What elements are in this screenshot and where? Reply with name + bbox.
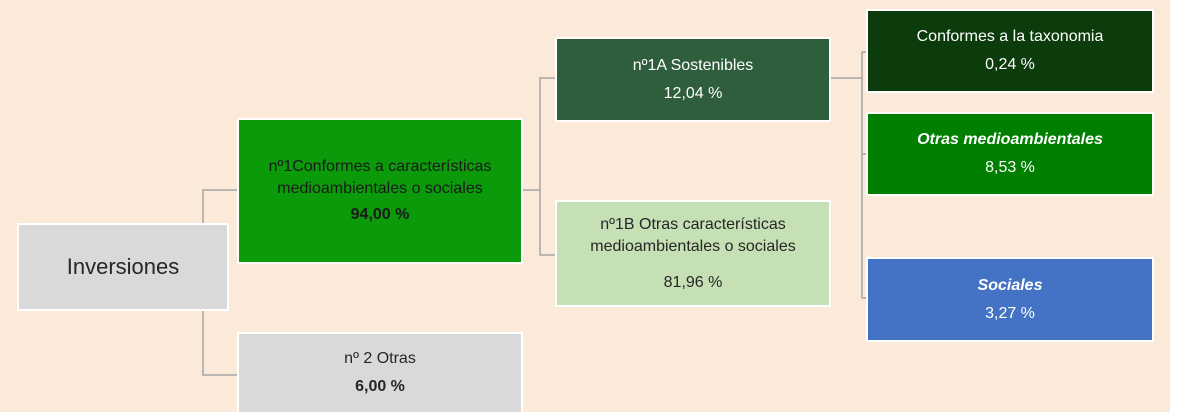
node-label: nº1B Otras características: [600, 215, 786, 233]
node: nº1B Otras características medioambienta…: [555, 200, 831, 307]
node-label: Sociales: [977, 276, 1043, 294]
node-value: 81,96 %: [663, 273, 723, 291]
node-label: nº1Conformes a características: [268, 158, 492, 175]
node: nº1A Sostenibles 12,04 %: [555, 37, 831, 122]
node: Otras medioambientales 8,53 %: [866, 112, 1154, 196]
node-label: Otras medioambientales: [917, 131, 1103, 148]
node-label: nº 2 Otras: [344, 350, 416, 367]
node: Sociales 3,27 %: [866, 257, 1154, 342]
node: Inversiones: [17, 223, 229, 311]
node-label: Conformes a la taxonomia: [916, 28, 1104, 45]
node-label: medioambientales o sociales: [277, 180, 483, 197]
node: nº 2 Otras 6,00 %: [237, 332, 523, 414]
node-value: 94,00 %: [350, 206, 410, 223]
connector: [522, 77, 556, 256]
node-value: 8,53 %: [985, 159, 1035, 176]
node: nº1Conformes a características medioambi…: [237, 118, 523, 264]
node-value: 12,04 %: [663, 84, 723, 102]
node-label: medioambientales o sociales: [590, 237, 796, 255]
connector: [830, 51, 867, 299]
node-value: 3,27 %: [985, 304, 1035, 322]
node-label: Inversiones: [66, 254, 180, 279]
node-label: nº1A Sostenibles: [632, 56, 754, 74]
node-value: 0,24 %: [985, 56, 1035, 73]
node-value: 6,00 %: [355, 378, 405, 395]
node: Conformes a la taxonomia 0,24 %: [866, 9, 1154, 93]
